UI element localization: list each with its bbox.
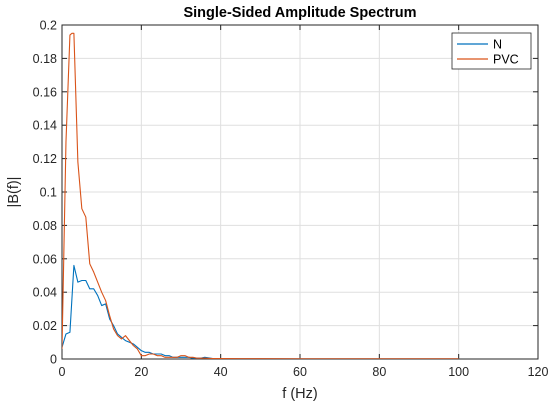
- y-tick-label: 0.06: [33, 252, 57, 266]
- y-tick-label: 0: [50, 353, 57, 367]
- x-tick-label: 80: [372, 365, 386, 379]
- y-tick-label: 0.12: [33, 152, 57, 166]
- x-tick-label: 60: [293, 365, 307, 379]
- y-tick-label: 0.1: [40, 186, 57, 200]
- tick-labels: 0 20 40 60 80 100 120 0 0.02 0.04 0.06 0.08 0.1 0.12 0…: [33, 19, 549, 380]
- grid: [62, 25, 538, 359]
- y-axis-label: |B(f)|: [6, 177, 22, 208]
- y-tick-label: 0.08: [33, 219, 57, 233]
- x-tick-label: 40: [214, 365, 228, 379]
- x-tick-label: 120: [528, 365, 549, 379]
- y-tick-label: 0.2: [40, 19, 57, 33]
- y-tick-label: 0.04: [33, 286, 57, 300]
- legend-box: [451, 32, 532, 70]
- chart-title: Single-Sided Amplitude Spectrum: [183, 5, 416, 21]
- x-tick-label: 20: [134, 365, 148, 379]
- series-line-pvc: [62, 32, 459, 359]
- series-line-n: [62, 264, 459, 359]
- y-tick-label: 0.02: [33, 319, 57, 333]
- legend-label-n: N: [493, 38, 502, 52]
- y-tick-label: 0.16: [33, 85, 57, 99]
- y-tick-label: 0.14: [33, 119, 57, 133]
- y-tick-label: 0.18: [33, 52, 57, 66]
- x-tick-label: 0: [59, 365, 66, 379]
- legend-label-pvc: PVC: [493, 53, 519, 67]
- series-lines: [62, 32, 459, 359]
- x-tick-label: 100: [448, 365, 469, 379]
- x-axis-label: f (Hz): [282, 386, 317, 402]
